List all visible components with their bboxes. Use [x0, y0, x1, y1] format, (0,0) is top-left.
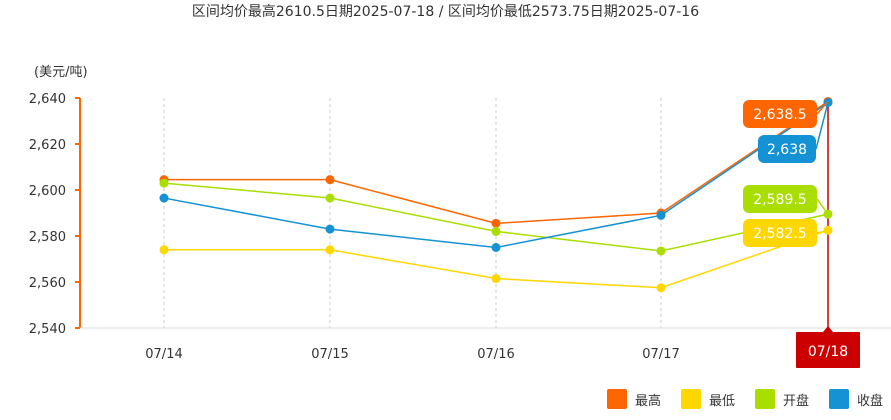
- x-tick-label: 07/14: [145, 347, 182, 362]
- legend-item[interactable]: 开盘: [754, 389, 809, 409]
- x-tick-label: 07/15: [311, 347, 348, 362]
- legend-swatch: [754, 389, 775, 409]
- tooltip-connector: [816, 229, 829, 234]
- data-point: [491, 218, 501, 228]
- chart-title: 区间均价最高2610.5日期2025-07-18 / 区间均价最低2573.75…: [191, 4, 700, 20]
- data-point: [159, 178, 169, 188]
- y-tick-label: 2,620: [29, 138, 66, 153]
- x-tick-label: 07/17: [642, 347, 679, 362]
- y-tick-label: 2,560: [29, 276, 66, 291]
- legend-label: 最高: [634, 393, 661, 409]
- tooltip-value: 2,638.5: [753, 107, 806, 123]
- y-tick-label: 2,640: [29, 92, 66, 107]
- tooltip-box: [743, 219, 817, 247]
- legend: 最高 最低 开盘 收盘: [587, 389, 883, 409]
- data-point: [656, 246, 666, 256]
- tooltip-value: 2,589.5: [753, 192, 806, 208]
- legend-swatch: [680, 389, 701, 409]
- tooltip-connector: [816, 198, 829, 215]
- data-point: [491, 243, 501, 252]
- tooltip-value: 2,582.5: [753, 226, 806, 242]
- legend-item[interactable]: 收盘: [828, 389, 883, 409]
- data-point: [325, 245, 335, 255]
- tooltip-box: [743, 100, 817, 128]
- data-point: [325, 224, 335, 234]
- tooltip-connector: [815, 102, 829, 150]
- tooltip-box: [743, 185, 817, 213]
- data-point: [491, 274, 501, 284]
- data-point: [656, 283, 666, 293]
- tooltip-connector: [816, 100, 829, 115]
- legend-item[interactable]: 最低: [680, 389, 735, 409]
- legend-label: 收盘: [856, 393, 883, 409]
- legend-label: 最低: [708, 393, 735, 409]
- data-point: [491, 226, 501, 236]
- legend-swatch: [828, 389, 849, 409]
- series-line: [164, 100, 829, 225]
- legend-label: 开盘: [782, 393, 809, 409]
- data-point: [159, 245, 169, 255]
- x-tick-label: 07/16: [477, 347, 514, 362]
- data-point: [656, 210, 666, 220]
- legend-item[interactable]: 最高: [606, 389, 661, 409]
- data-point: [325, 193, 335, 203]
- y-tick-label: 2,580: [29, 230, 66, 245]
- crosshair-label: 07/18: [808, 344, 848, 360]
- y-tick-label: 2,600: [29, 184, 66, 199]
- legend-swatch: [606, 389, 627, 409]
- y-axis-unit-label: (美元/吨): [34, 65, 88, 80]
- y-tick-label: 2,540: [29, 322, 66, 337]
- data-point: [159, 193, 169, 203]
- crosshair-label-box: [796, 332, 860, 368]
- tooltip-box: [758, 135, 816, 163]
- crosshair-pointer: [823, 326, 833, 332]
- data-point: [325, 175, 335, 185]
- tooltip-value: 2,638: [767, 142, 807, 158]
